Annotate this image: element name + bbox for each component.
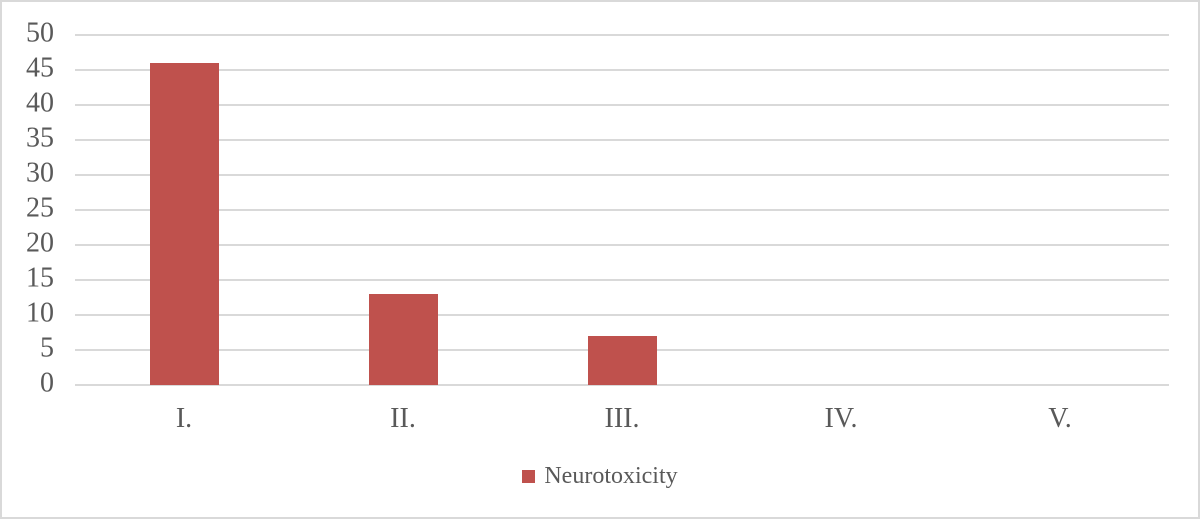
legend-swatch-neurotoxicity xyxy=(522,469,536,483)
x-tick-label-i: I. xyxy=(175,403,193,434)
y-tick-label-25: 25 xyxy=(26,192,54,224)
y-tick-label-30: 30 xyxy=(26,157,54,189)
bar-iii xyxy=(588,336,657,385)
gridline-15 xyxy=(75,279,1169,281)
y-tick-label-20: 20 xyxy=(26,227,54,259)
gridline-40 xyxy=(75,104,1169,106)
bar-ii xyxy=(369,294,438,385)
x-tick-label-v: V. xyxy=(1048,403,1072,434)
gridline-0 xyxy=(75,384,1169,386)
gridline-35 xyxy=(75,139,1169,141)
gridline-30 xyxy=(75,174,1169,176)
legend: Neurotoxicity xyxy=(2,464,1198,488)
bar-i xyxy=(150,63,219,385)
y-tick-label-15: 15 xyxy=(26,262,54,294)
gridline-50 xyxy=(75,34,1169,36)
gridline-25 xyxy=(75,209,1169,211)
y-tick-label-0: 0 xyxy=(40,367,54,399)
y-tick-label-5: 5 xyxy=(40,332,54,364)
x-tick-label-iii: III. xyxy=(604,403,640,434)
x-tick-label-ii: II. xyxy=(390,403,416,434)
y-tick-label-40: 40 xyxy=(26,87,54,119)
gridline-10 xyxy=(75,314,1169,316)
y-tick-label-45: 45 xyxy=(26,52,54,84)
y-tick-label-50: 50 xyxy=(26,17,54,49)
y-tick-label-10: 10 xyxy=(26,297,54,329)
y-tick-label-35: 35 xyxy=(26,122,54,154)
x-tick-label-iv: IV. xyxy=(824,403,858,434)
legend-label-neurotoxicity: Neurotoxicity xyxy=(544,463,678,489)
gridline-20 xyxy=(75,244,1169,246)
gridline-45 xyxy=(75,69,1169,71)
